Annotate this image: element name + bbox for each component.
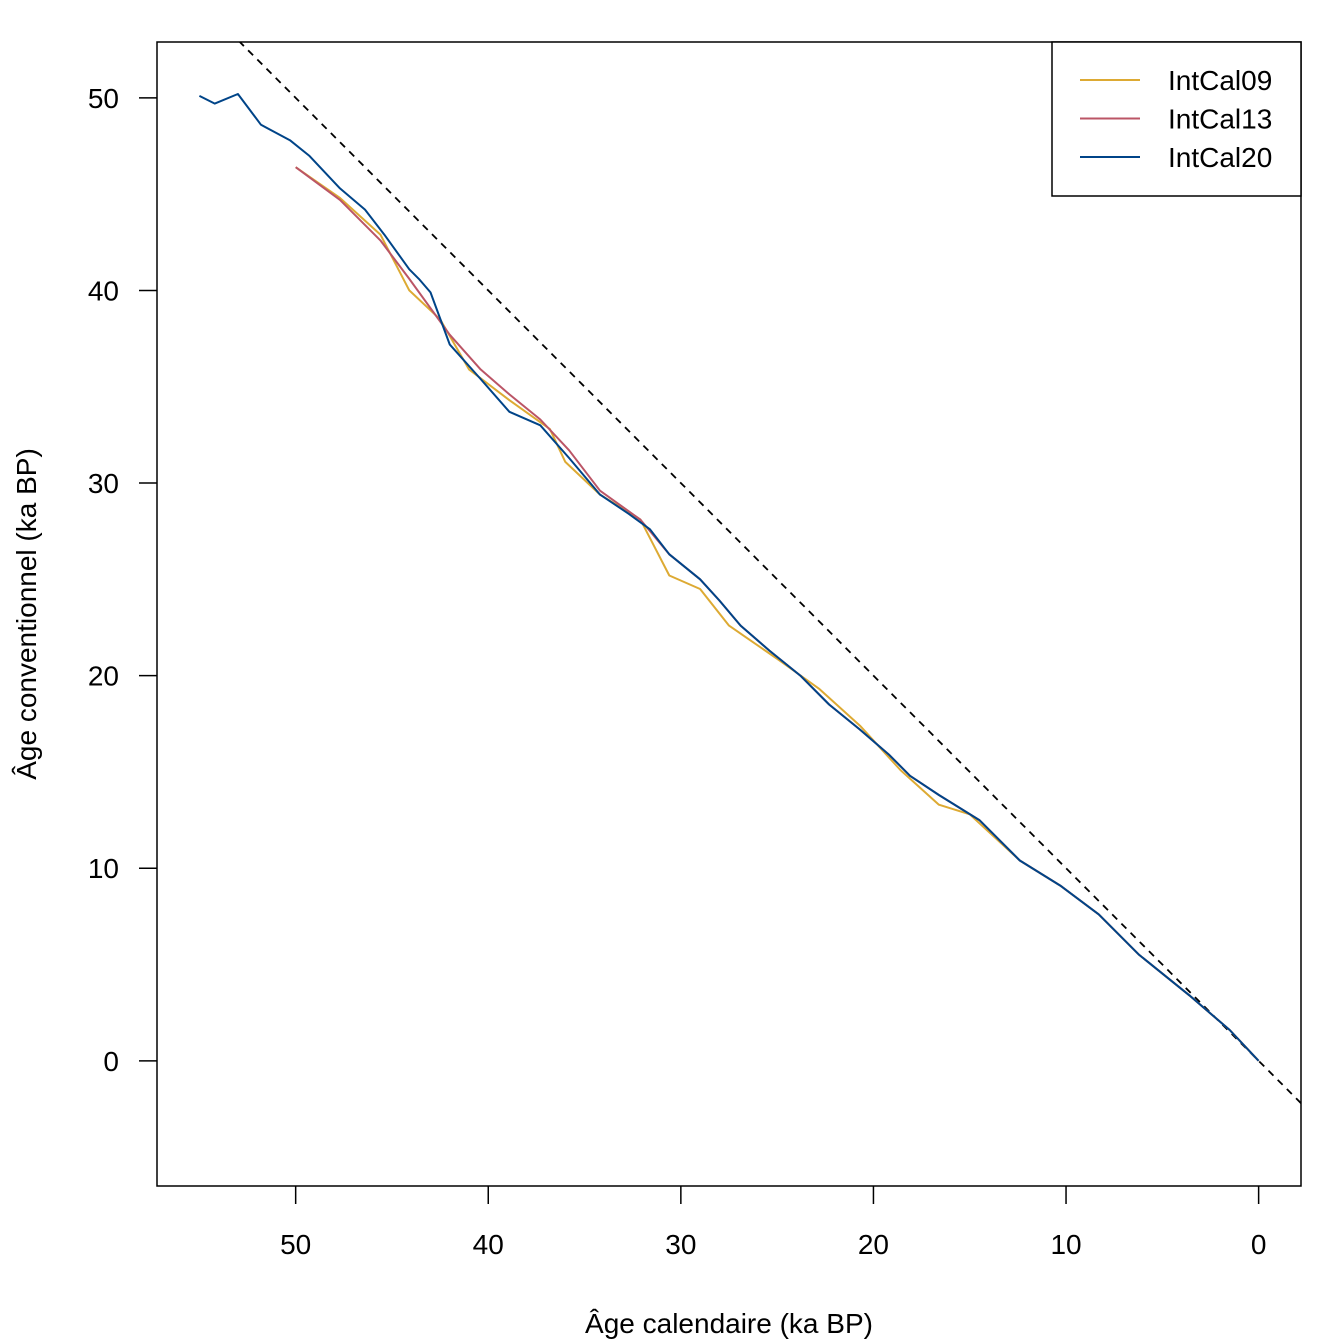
legend: IntCal09 IntCal13 IntCal20 bbox=[1051, 41, 1302, 197]
x-tick-label: 50 bbox=[280, 1229, 311, 1260]
x-axis-label: Âge calendaire (ka BP) bbox=[585, 1308, 873, 1339]
x-tick-label: 40 bbox=[473, 1229, 504, 1260]
x-tick-label: 30 bbox=[665, 1229, 696, 1260]
legend-label: IntCal09 bbox=[1168, 65, 1272, 96]
plot-frame bbox=[156, 41, 1302, 1187]
series-line-intcal20 bbox=[198, 93, 1260, 1062]
x-tick-label: 0 bbox=[1251, 1229, 1267, 1260]
y-tick-label: 10 bbox=[88, 853, 119, 884]
x-tick-label: 10 bbox=[1050, 1229, 1081, 1260]
series-line-intcal09 bbox=[295, 166, 1260, 1062]
y-tick-label: 30 bbox=[88, 468, 119, 499]
series-line-intcal13 bbox=[295, 166, 1260, 1062]
y-tick-label: 50 bbox=[88, 83, 119, 114]
y-tick-label: 40 bbox=[88, 275, 119, 306]
y-tick-label: 0 bbox=[103, 1046, 119, 1077]
identity-reference-line bbox=[239, 41, 1302, 1104]
y-axis-label: Âge conventionnel (ka BP) bbox=[11, 448, 42, 780]
legend-label: IntCal13 bbox=[1168, 104, 1272, 135]
y-tick-label: 20 bbox=[88, 661, 119, 692]
legend-label: IntCal20 bbox=[1168, 142, 1272, 173]
x-tick-label: 20 bbox=[858, 1229, 889, 1260]
